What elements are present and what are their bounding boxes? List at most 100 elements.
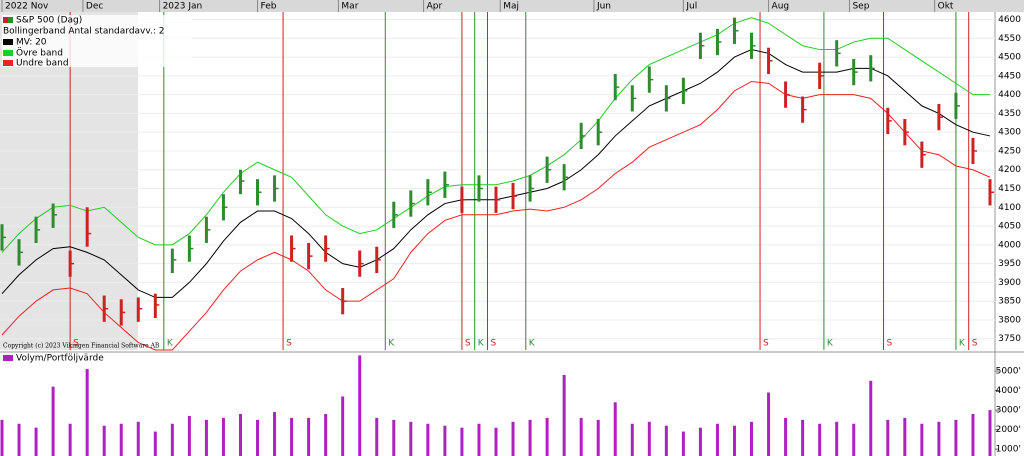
volume-bar (647, 421, 651, 456)
band-line (1, 80, 991, 351)
volume-bar (153, 431, 157, 456)
volume-bar (34, 427, 38, 456)
volume-bar (664, 425, 668, 456)
volume-bar (256, 419, 260, 456)
volume-bar (954, 419, 958, 456)
volume-bar (630, 423, 634, 456)
volume-bar (324, 413, 328, 456)
volume-bar (307, 417, 311, 456)
volume-bar (596, 419, 600, 456)
y-tick-label: 3750 (998, 334, 1021, 344)
legend-entry: MV: 20 (16, 38, 47, 48)
volume-bar (443, 425, 447, 456)
marks (0, 17, 994, 456)
volume-bar (392, 419, 396, 456)
signal-label: K (959, 339, 966, 349)
volume-bar (698, 427, 702, 456)
y-tick-label: 4200 (998, 165, 1021, 175)
volume-bar (545, 417, 549, 456)
y-tick-label: 4300 (998, 128, 1021, 138)
volume-bar (732, 425, 736, 456)
volume-bar (238, 413, 242, 456)
x-tick-label: 2023 Jan (163, 2, 203, 12)
volume-tick-label: 1000' (996, 445, 1021, 455)
band-line (1, 17, 990, 253)
legend-entry: Övre band (16, 48, 63, 59)
volume-bar (681, 431, 685, 456)
volume-bar (426, 423, 430, 456)
volume-bar (801, 419, 805, 456)
y-tick-label: 4100 (998, 203, 1021, 213)
volume-bar (136, 421, 140, 456)
legend: S&P 500 (Dag) Bollingerband Antal standa… (2, 15, 192, 364)
legend-entry: Undre band (16, 59, 69, 69)
volume-bar (767, 392, 771, 456)
x-tick-label: Sep (852, 2, 869, 12)
volume-bar (170, 423, 174, 456)
legend-title: S&P 500 (Dag) (16, 16, 82, 26)
volume-tick-label: 2000' (996, 425, 1021, 435)
volume-bar (750, 421, 754, 456)
volume-bar (85, 369, 89, 456)
volume-bar (477, 423, 481, 456)
volume-bar (562, 374, 566, 456)
volume-bar (221, 417, 225, 456)
legend-swatch (3, 60, 13, 66)
legend-swatch (3, 39, 13, 45)
volume-bar (17, 423, 21, 456)
signal-label: S (286, 339, 292, 349)
volume-bar (835, 421, 839, 456)
volume-bar (494, 427, 498, 456)
x-tick-label: Feb (261, 2, 277, 12)
signal-label: K (827, 339, 834, 349)
volume-bar (971, 413, 975, 456)
volume-bar (102, 425, 106, 456)
signal-label: S (972, 339, 978, 349)
time-bar (0, 0, 1024, 12)
volume-bar (988, 410, 992, 456)
volume-tick-label: 4000' (996, 386, 1021, 396)
signal-label: K (388, 339, 395, 349)
volume-bar (886, 419, 890, 456)
y-tick-label: 4250 (998, 146, 1021, 156)
x-tick-label: Dec (86, 2, 103, 12)
copyright: Copyright (c) 2023 Vikingen Financial So… (3, 343, 160, 350)
y-tick-label: 4150 (998, 184, 1021, 194)
volume-bar (204, 419, 208, 456)
x-tick-label: Jul (685, 2, 697, 12)
signal-label: S (887, 339, 893, 349)
volume-bar (784, 417, 788, 456)
y-tick-label: 4500 (998, 53, 1021, 63)
x-tick-label: Apr (427, 2, 443, 12)
volume-bar (579, 417, 583, 456)
volume-bar (852, 423, 856, 456)
y-tick-label: 4400 (998, 90, 1021, 100)
volume-tick-label: 3000' (996, 406, 1021, 416)
legend-indicator: Bollingerband Antal standardavv.: 2 (3, 27, 164, 37)
volume-tick-label: 5000' (996, 367, 1021, 377)
signal-label: K (478, 339, 485, 349)
volume-bar (341, 396, 345, 456)
volume-bar (715, 423, 719, 456)
volume-bar (68, 423, 72, 456)
volume-bar (187, 415, 191, 456)
volume-bar (273, 412, 277, 456)
x-tick-label: Jun (596, 2, 611, 12)
volume-bar (818, 423, 822, 456)
y-tick-label: 3950 (998, 259, 1021, 269)
signal-label: S (73, 339, 79, 349)
y-tick-label: 4600 (998, 15, 1021, 25)
volume-bar (0, 419, 4, 456)
signal-label: K (529, 339, 536, 349)
volume-bar (119, 423, 123, 456)
x-tick-label: Maj (503, 2, 519, 12)
volume-bar (920, 423, 924, 456)
x-tick-label: Mar (341, 2, 358, 12)
y-tick-label: 3800 (998, 315, 1021, 325)
legend-bg (2, 15, 192, 67)
y-tick-label: 3850 (998, 297, 1021, 307)
y-tick-label: 3900 (998, 278, 1021, 288)
